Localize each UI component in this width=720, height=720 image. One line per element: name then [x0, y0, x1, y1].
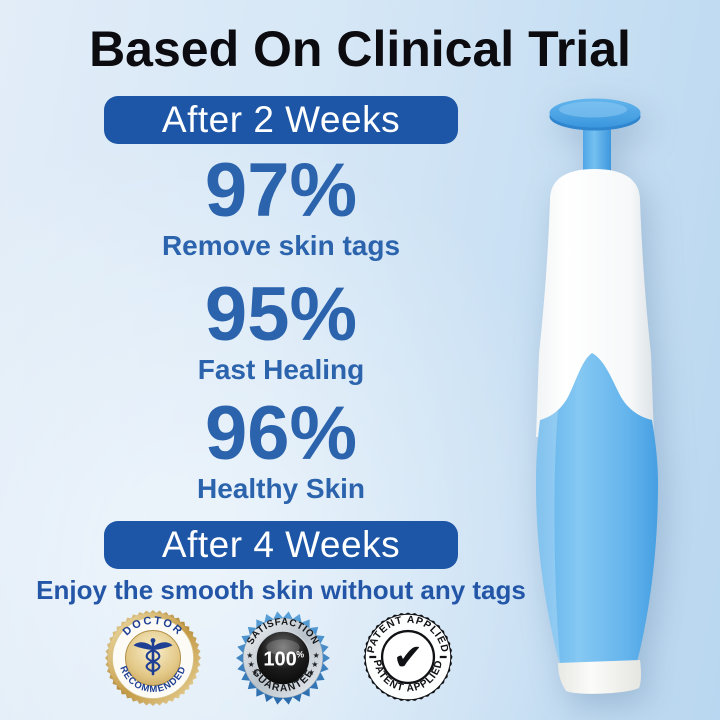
page-title: Based On Clinical Trial [89, 21, 631, 77]
checkmark-icon: ✔ [393, 636, 423, 679]
after-2-weeks-banner: After 2 Weeks [104, 96, 458, 144]
after-4-weeks-caption: Enjoy the smooth skin without any tags [36, 574, 526, 605]
svg-text:★: ★ [248, 660, 255, 669]
stat-label: Healthy Skin [196, 473, 366, 505]
plunger-assembly [549, 98, 641, 188]
after-4-weeks-banner: After 4 Weeks [104, 520, 458, 569]
grip-highlight [536, 410, 564, 671]
device-grip [536, 353, 658, 671]
skin-tag-removal-device-image [536, 98, 658, 694]
stat-label: Remove skin tags [161, 230, 401, 261]
satisfaction-guarantee-badge: SATISFACTION GUARANTEE ★ ★ ★ ★ ★ ★ 100 % [236, 611, 330, 705]
caduceus-icon [133, 638, 173, 676]
doctor-recommended-badge: DOCTOR RECOMMENDED [105, 610, 201, 706]
stats-column: After 2 Weeks 97% Remove skin tags 95% F… [31, 96, 531, 606]
svg-text:★: ★ [246, 651, 253, 660]
stat-value: 96% [204, 391, 358, 477]
star-icons: ★ ★ ★ ★ ★ ★ [246, 651, 319, 677]
stat-label: Fast Healing [197, 354, 365, 386]
stat-value: 95% [204, 272, 358, 358]
svg-text:★: ★ [251, 668, 258, 677]
svg-text:★: ★ [308, 668, 315, 677]
svg-text:★: ★ [313, 651, 320, 660]
hundred-percent-value: 100 [263, 648, 296, 670]
device-bottom-tip [558, 660, 642, 694]
svg-text:★: ★ [311, 660, 318, 669]
hundred-percent-sign: % [296, 650, 304, 660]
stat-healthy-skin: 96% Healthy Skin [197, 396, 365, 505]
patent-applied-badge: PATENT APPLIED PATENT APPLIED ✔ [363, 612, 453, 702]
stat-value: 97% [204, 148, 358, 233]
device-white-body [536, 169, 654, 437]
stat-fast-healing: 95% Fast Healing [198, 277, 364, 386]
stat-remove-skin-tags: 97% Remove skin tags [162, 153, 400, 262]
